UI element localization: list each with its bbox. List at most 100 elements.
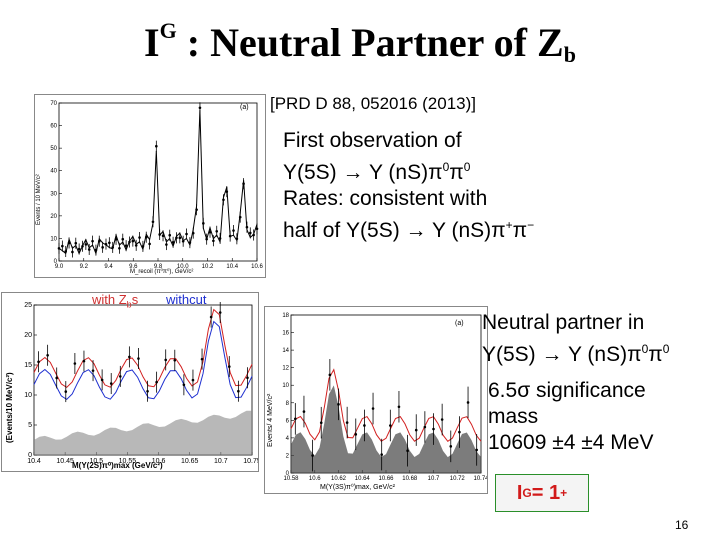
left-data-point bbox=[137, 357, 140, 360]
plot-recoil-mass: Events / 10 MeV/c² (a) 0 10 20 30 40 50 60 70 9.… bbox=[34, 94, 266, 278]
right-data-point bbox=[414, 428, 418, 432]
top-data-point bbox=[215, 229, 219, 233]
left-data-point bbox=[82, 359, 86, 363]
left-data-point bbox=[100, 378, 104, 382]
x-tick-label: 10.0 bbox=[177, 264, 189, 270]
x-tick-label: 10.68 bbox=[402, 476, 418, 482]
mass-value: 10609 ±4 ±4 MeV bbox=[488, 431, 654, 454]
y-tick-label: 2 bbox=[286, 453, 290, 459]
x-tick-label: 10.75 bbox=[243, 458, 258, 465]
right-data-point bbox=[337, 403, 340, 406]
x-tick-label: 10.65 bbox=[181, 458, 199, 465]
y-tick-label: 6 bbox=[286, 418, 290, 424]
top-data-point bbox=[131, 239, 135, 243]
left-data-point bbox=[227, 365, 231, 368]
right-fit-red bbox=[290, 368, 482, 442]
left-fit-blue bbox=[33, 320, 253, 401]
left-data-point bbox=[37, 360, 40, 364]
x-tick-label: 10.58 bbox=[283, 476, 299, 482]
y-tick-label: 25 bbox=[24, 302, 32, 309]
right-data-point bbox=[458, 430, 461, 434]
left-data-point bbox=[246, 376, 249, 380]
top-data-point bbox=[91, 239, 94, 243]
top-data-point bbox=[148, 242, 151, 246]
top-data-point bbox=[74, 241, 78, 245]
observation-line-2: Υ(5S) → Υ (nS)π0π0 bbox=[283, 160, 471, 184]
right-data-point bbox=[345, 421, 349, 424]
left-data-point bbox=[46, 353, 49, 357]
y-tick-label: 0 bbox=[286, 471, 290, 477]
x-tick-label: 10.55 bbox=[119, 458, 137, 465]
significance-text: 6.5σ significance mass 10609 ±4 ±4 MeV bbox=[488, 378, 654, 456]
y-tick-label: 4 bbox=[286, 436, 290, 442]
top-data-point bbox=[255, 227, 259, 231]
right-background-fill bbox=[291, 385, 481, 473]
left-data-point bbox=[118, 375, 122, 378]
top-data-point bbox=[198, 106, 202, 110]
x-tick-label: 10.4 bbox=[27, 458, 41, 465]
right-data-point bbox=[371, 407, 375, 410]
left-background-fill bbox=[34, 410, 252, 455]
top-data-point bbox=[77, 247, 81, 251]
plot-right-panel: (a) bbox=[455, 320, 464, 327]
right-data-point bbox=[475, 448, 478, 452]
right-data-point bbox=[432, 427, 435, 431]
left-data-point bbox=[155, 380, 158, 384]
top-data-point bbox=[84, 243, 88, 246]
right-data-point bbox=[466, 401, 470, 404]
page-number: 16 bbox=[675, 518, 689, 532]
y-tick-label: 20 bbox=[24, 332, 32, 339]
x-tick-label: 9.4 bbox=[104, 264, 113, 270]
plot-recoil-mass-svg: Events / 10 MeV/c² (a) 0 10 20 30 40 50 60 70 9.… bbox=[36, 101, 263, 275]
left-data-point bbox=[173, 358, 177, 362]
top-data-point bbox=[165, 243, 168, 246]
top-data-point bbox=[118, 246, 121, 250]
left-data-point bbox=[73, 362, 77, 365]
neutral-line-1: Neutral partner in bbox=[482, 311, 645, 334]
x-tick-label: 10.6 bbox=[152, 458, 166, 465]
x-tick-label: 10.45 bbox=[56, 458, 74, 465]
left-data-point bbox=[182, 383, 186, 387]
x-tick-label: 10.2 bbox=[202, 264, 214, 270]
x-tick-label: 10.74 bbox=[473, 476, 487, 482]
left-data-point bbox=[91, 369, 95, 372]
right-data-point bbox=[294, 417, 297, 421]
top-data-point bbox=[168, 233, 172, 237]
right-data-point bbox=[302, 410, 306, 413]
top-data-point bbox=[101, 246, 104, 249]
left-data-point bbox=[128, 355, 131, 359]
x-tick-label: 10.6 bbox=[251, 264, 263, 270]
right-data-point bbox=[354, 433, 358, 436]
y-tick-label: 18 bbox=[282, 313, 289, 319]
right-data-point bbox=[397, 405, 401, 409]
x-tick-label: 10.66 bbox=[378, 476, 394, 482]
x-tick-label: 10.5 bbox=[89, 458, 103, 465]
y-tick-label: 12 bbox=[282, 366, 289, 372]
right-data-point bbox=[328, 373, 332, 377]
right-data-point bbox=[406, 449, 409, 452]
legend-with-zb: with Zbs bbox=[92, 292, 139, 310]
y-tick-label: 50 bbox=[50, 146, 57, 152]
top-data-point bbox=[248, 231, 252, 235]
left-data-point bbox=[55, 376, 59, 380]
observation-line-1: First observation of bbox=[283, 129, 462, 152]
y-tick-label: 15 bbox=[24, 362, 32, 369]
left-data-point bbox=[209, 315, 213, 319]
left-data-point bbox=[64, 390, 68, 393]
right-data-point bbox=[319, 421, 323, 425]
plot-right-xlabel: M(Υ(3S)π⁰)max, GeV/c² bbox=[320, 483, 396, 491]
left-data-point bbox=[200, 357, 204, 361]
x-tick-label: 10.7 bbox=[214, 458, 228, 465]
slide-title: IG : Neutral Partner of Zb bbox=[144, 18, 576, 67]
reference-citation: [PRD D 88, 052016 (2013)] bbox=[270, 94, 477, 113]
observation-text: First observation of Υ(5S) → Υ (nS)π0π0 … bbox=[283, 128, 534, 244]
top-data-point bbox=[138, 236, 141, 239]
y-tick-label: 60 bbox=[50, 124, 57, 130]
neutral-line-2: Υ(5S) → Υ (nS)π0π0 bbox=[482, 342, 670, 366]
plot-right-ylabel: Events/ 4 MeV/c² bbox=[267, 393, 274, 447]
top-data-point bbox=[232, 229, 235, 232]
legend-with-cut: withcut bbox=[166, 292, 207, 307]
x-tick-label: 10.64 bbox=[355, 476, 371, 482]
x-tick-label: 9.2 bbox=[80, 264, 89, 270]
